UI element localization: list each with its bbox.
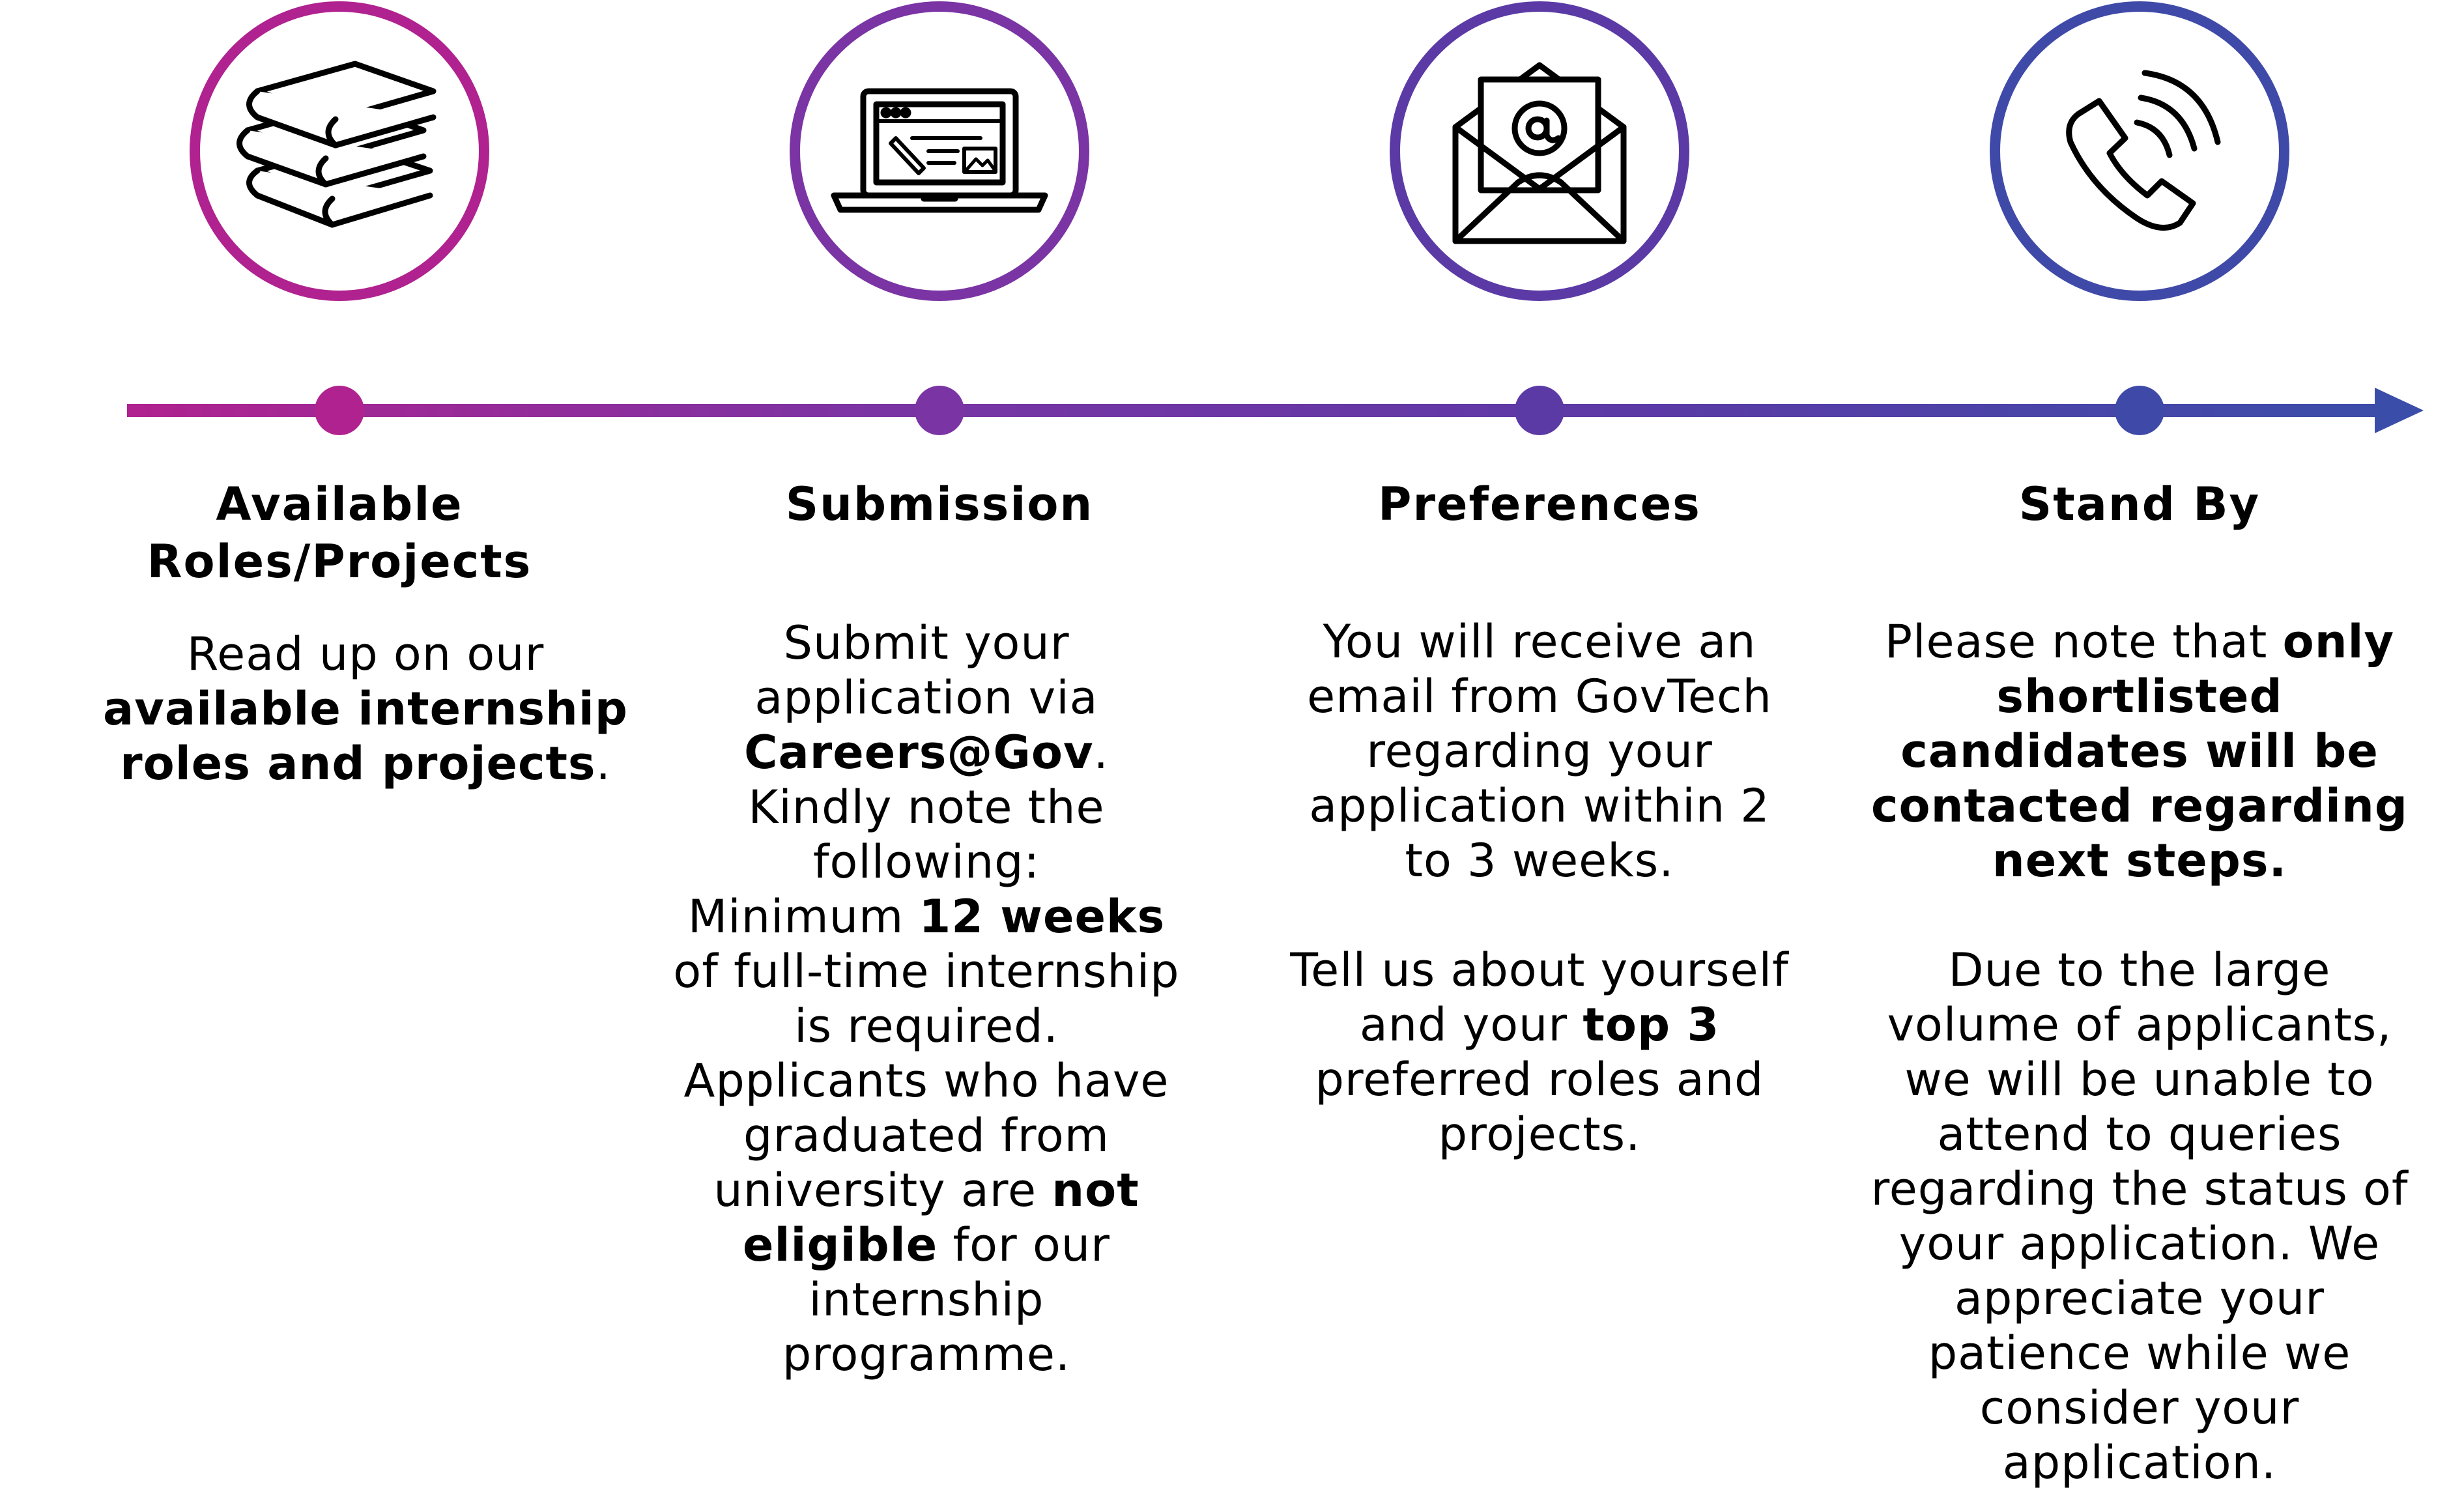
books-icon: [236, 61, 437, 228]
step-1-title: Available Roles/Projects: [147, 478, 532, 588]
step-3-description: You will receive an email from GovTech r…: [1290, 615, 1789, 1161]
timeline-dot-2: [915, 386, 964, 435]
icon-ring-3: [1390, 1, 1689, 301]
timeline-dot-3: [1515, 386, 1564, 435]
arrow-right-icon: [2375, 388, 2424, 433]
step-1-description: Read up on our available internship role…: [103, 627, 628, 790]
timeline-dot-1: [315, 386, 364, 435]
icon-ring-2: [790, 1, 1089, 301]
icon-ring-1: [190, 1, 489, 301]
step-4-description: Please note that only shortlisted candid…: [1870, 615, 2409, 1489]
timeline-dot-4: [2115, 386, 2164, 435]
step-2-description: Submit your application via Careers@Gov.…: [673, 616, 1180, 1381]
phone-call-icon: [2066, 70, 2221, 231]
laptop-icon: [831, 88, 1048, 213]
step-2-title: Submission: [785, 478, 1094, 531]
step-3-title: Preferences: [1378, 478, 1701, 531]
icon-ring-4: [1990, 1, 2289, 301]
timeline-graphic: [127, 1, 2424, 435]
step-4-title: Stand By: [2018, 478, 2261, 531]
email-envelope-icon: [1452, 62, 1627, 244]
